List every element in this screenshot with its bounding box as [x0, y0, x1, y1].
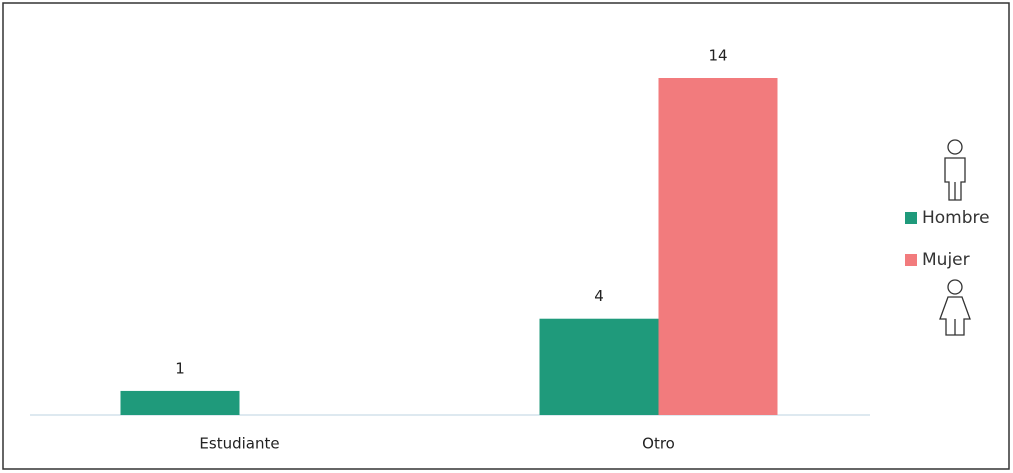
legend-label: Mujer [922, 250, 970, 270]
legend-swatch [905, 212, 917, 224]
bar [120, 390, 240, 415]
data-label: 1 [175, 359, 185, 377]
female-icon [939, 279, 971, 336]
bar [539, 318, 659, 415]
legend-label: Hombre [922, 208, 990, 228]
x-tick-label: Estudiante [199, 435, 279, 453]
x-tick-label: Otro [642, 435, 675, 453]
data-label: 4 [594, 287, 604, 305]
male-icon [944, 139, 966, 201]
bar [658, 78, 778, 415]
legend-swatch [905, 254, 917, 266]
data-label: 14 [708, 47, 727, 65]
